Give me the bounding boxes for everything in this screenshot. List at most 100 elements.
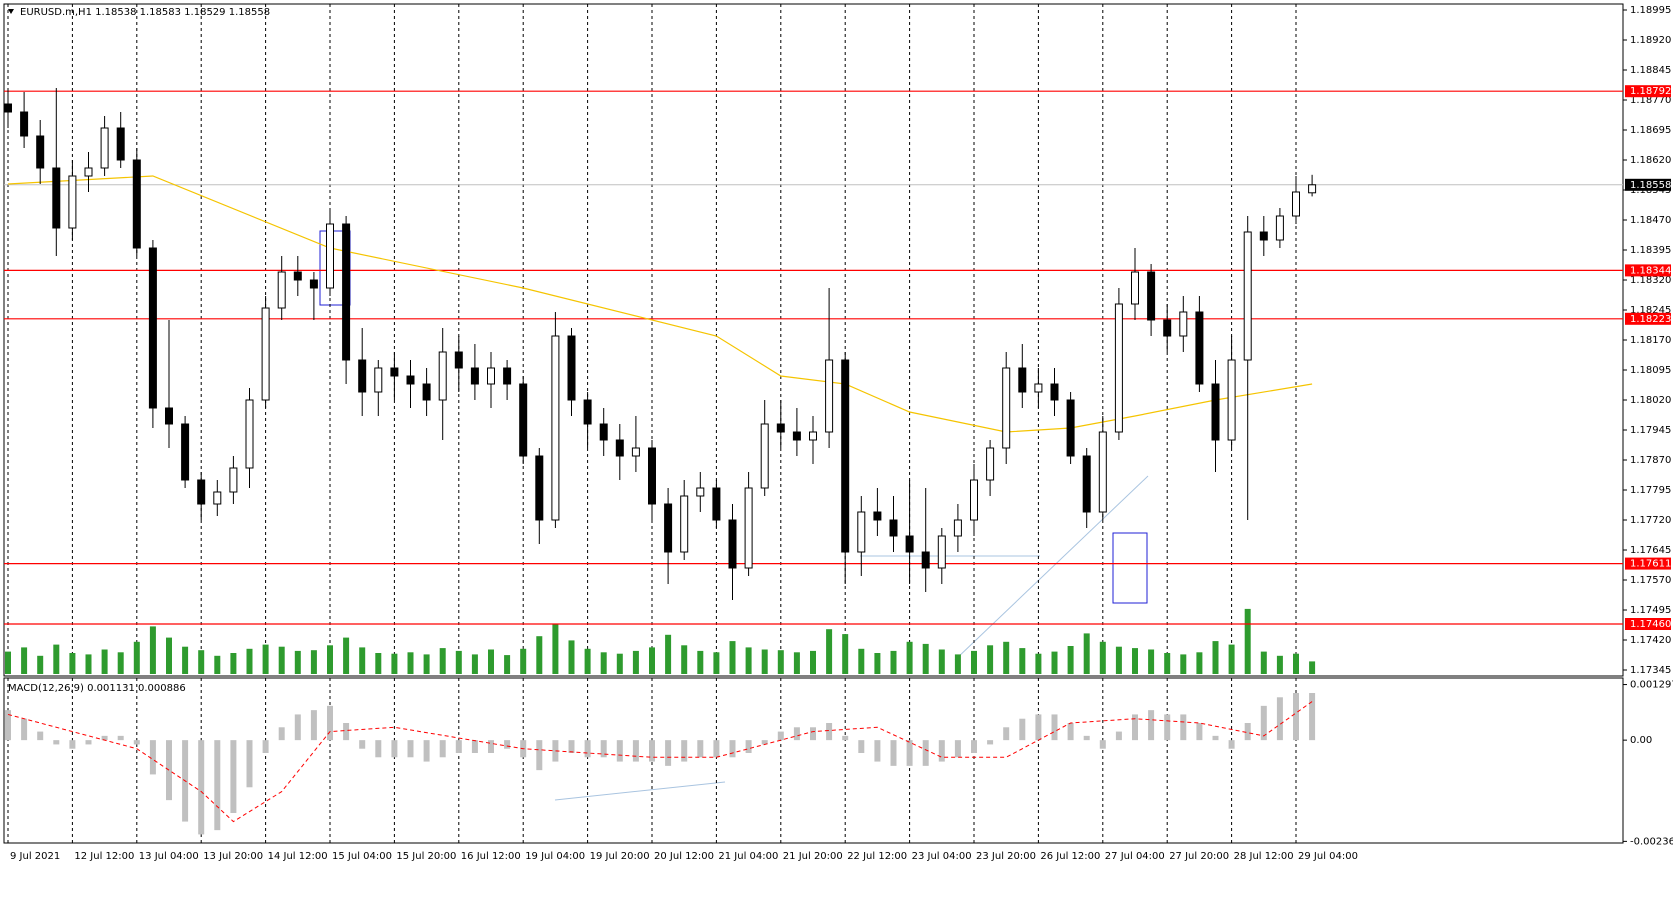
macd-bar [455,740,462,753]
level-label-box [1625,85,1671,98]
candle-body [358,359,367,393]
volume-bar [423,654,430,674]
candle-body [648,447,656,505]
x-tick-label: 23 Jul 20:00 [976,851,1036,862]
y-tick-label: 1.18245 [1630,305,1671,316]
macd-bar [101,735,108,741]
volume-bar [922,643,929,674]
candle-body [261,307,270,401]
candle-body [1034,383,1043,393]
candle-body [1227,359,1236,441]
y-tick-label: 1.18920 [1630,35,1671,46]
candle-body [438,351,447,401]
level-label: 1.18792 [1630,86,1671,97]
x-tick-label: 19 Jul 20:00 [590,851,650,862]
macd-bar [69,740,76,749]
macd-bar [262,740,269,753]
macd-bar [971,740,977,753]
candle-body [1147,271,1156,321]
candle-body [760,423,769,489]
volume-bar [810,650,816,674]
volume-bar [1051,651,1058,674]
candle-body [84,167,93,177]
x-tick-label: 27 Jul 04:00 [1105,851,1165,862]
macd-bar [117,735,124,741]
macd-bar [85,740,92,745]
trend-line [554,781,726,801]
volume-bar [954,654,961,674]
candle-body [825,359,834,433]
macd-bar [246,740,253,788]
macd-bar [21,718,28,741]
x-tick-label: 29 Jul 04:00 [1298,851,1358,862]
last-price-label: 1.18558 [1630,180,1671,191]
candle-body [229,467,238,493]
candle-body [970,479,978,521]
candle-body [567,335,576,401]
candle-body [1066,399,1075,457]
volume-bar [471,654,478,674]
highlight-box [1112,532,1148,604]
volume-bar [327,645,333,674]
volume-bar [938,649,945,674]
volume-bar [793,652,800,674]
candle-body [937,535,946,569]
y-tick-label: 1.17645 [1630,545,1671,556]
candle-body [1082,455,1091,513]
level-label: 1.17611 [1630,559,1671,570]
volume-bar [890,650,897,674]
volume-bar [407,652,414,674]
x-tick-label: 16 Jul 12:00 [461,851,521,862]
macd-bar [793,727,800,741]
volume-bar [69,653,76,674]
candle-body [1195,311,1204,385]
volume-bar [182,646,189,674]
macd-bar [1260,705,1267,741]
macd-bar [536,740,543,771]
volume-bar [729,641,736,674]
macd-bar [53,740,60,745]
macd-bar [874,740,881,762]
candle-body [1050,383,1059,401]
volume-bar [1276,655,1283,674]
volume-bar [697,650,704,674]
y-tick-label: 1.18020 [1630,395,1671,406]
macd-bar [294,714,301,741]
candle-body [921,551,930,569]
candle-body [535,455,544,521]
volume-bar [310,650,317,674]
volume-bar [1196,652,1203,674]
macd-bar [1244,723,1251,741]
macd-bar [1164,714,1171,741]
macd-bar [1148,710,1155,741]
macd-bar [149,740,156,775]
volume-bar [568,640,575,674]
candle-body [615,439,624,457]
level-label-box [1625,618,1671,630]
macd-bar [1132,714,1138,741]
y-tick-label: 1.17570 [1630,575,1671,586]
volume-bar [294,650,301,674]
menu-arrow[interactable] [8,9,14,14]
volume-bar [1003,641,1010,674]
macd-bar [826,723,833,741]
macd-bar [890,740,897,766]
macd-bar [697,740,704,758]
y-tick-label: 1.18470 [1630,215,1671,226]
y-tick-label: 1.17795 [1630,485,1671,496]
candle-body [599,423,608,441]
volume-bar [858,648,865,674]
y-tick-label: 1.17720 [1630,515,1671,526]
volume-bar [1260,651,1267,674]
volume-bar [906,641,913,674]
macd-bar [1180,714,1187,741]
macd-bar [407,740,414,758]
volume-bar [343,637,350,674]
x-tick-label: 13 Jul 20:00 [203,851,263,862]
candle-body [551,335,560,521]
candle-body [1179,311,1188,337]
y-tick-label: 1.18395 [1630,245,1671,256]
macd-bar [327,705,333,741]
x-tick-label: 19 Jul 04:00 [525,851,585,862]
